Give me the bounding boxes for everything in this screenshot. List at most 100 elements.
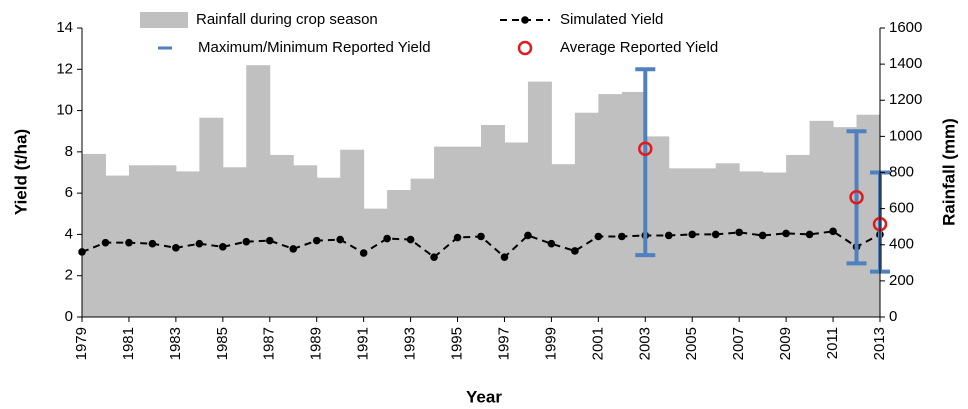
simulated-yield-point: [312, 236, 321, 245]
x-tick-label: 2013: [871, 327, 888, 360]
simulated-yield-point: [829, 227, 837, 236]
x-tick-label: 1995: [448, 327, 465, 360]
simulated-yield-point: [430, 253, 438, 261]
y-tick-label: 10: [56, 102, 73, 119]
legend-label: Rainfall during crop season: [196, 11, 378, 28]
rainfall-bar: [692, 168, 717, 317]
simulated-yield-point: [594, 232, 603, 241]
y-tick-label: 2: [65, 267, 73, 284]
rainfall-bar: [434, 146, 459, 317]
simulated-yield-point: [101, 238, 110, 247]
x-tick-label: 2009: [777, 327, 794, 360]
simulated-yield-point: [172, 244, 180, 252]
y2-tick-label: 600: [889, 200, 914, 217]
x-tick-label: 2001: [589, 327, 606, 360]
rainfall-bar: [128, 165, 153, 317]
rainfall-bar: [833, 127, 858, 317]
rainfall-bar: [551, 164, 576, 317]
simulated-yield-point: [219, 243, 227, 251]
simulated-yield-point: [618, 232, 626, 241]
simulated-yield-point: [735, 228, 743, 237]
legend-swatch: [517, 40, 533, 56]
simulated-yield-point: [782, 229, 790, 238]
rainfall-bar: [621, 91, 646, 317]
rainfall-bar: [856, 114, 880, 317]
rainfall-bar: [786, 154, 811, 317]
simulated-yield-point: [359, 249, 368, 257]
rainfall-bar: [269, 154, 294, 317]
x-tick-label: 1985: [214, 327, 231, 360]
simulated-yield-point: [758, 231, 767, 240]
y2-tick-label: 0: [889, 308, 897, 325]
rainfall-bar: [363, 208, 388, 317]
rainfall-bar: [410, 178, 435, 317]
y2-tick-label: 400: [889, 236, 914, 253]
simulated-yield-point: [805, 230, 814, 239]
rainfall-bar: [527, 81, 552, 317]
simulated-yield-point: [500, 253, 509, 261]
y-tick-label: 12: [56, 60, 73, 77]
rainfall-bar: [340, 149, 365, 317]
x-tick-label: 1993: [402, 327, 419, 360]
x-tick-label: 2005: [683, 327, 700, 360]
y2-tick-label: 800: [889, 163, 914, 180]
legend-label: Average Reported Yield: [560, 39, 718, 56]
y-tick-label: 4: [65, 225, 73, 242]
rainfall-bar: [457, 146, 482, 317]
x-tick-label: 1989: [308, 327, 325, 360]
x-tick-label: 1981: [120, 327, 137, 360]
rainfall-bar: [598, 94, 623, 317]
x-tick-label: 1991: [355, 327, 372, 360]
y2-tick-label: 1000: [889, 127, 922, 144]
rainfall-bar: [645, 136, 670, 317]
rainfall-bar: [175, 171, 200, 317]
rainfall-bar: [387, 190, 412, 317]
rainfall-bar: [762, 172, 787, 317]
x-tick-label: 2007: [730, 327, 747, 360]
simulated-yield-point: [125, 238, 133, 247]
rainfall-bar: [293, 165, 318, 317]
x-tick-label: 1997: [495, 327, 512, 360]
simulated-yield-point: [242, 237, 251, 246]
rainfall-bar: [574, 112, 599, 317]
x-tick-label: 2011: [824, 327, 841, 359]
x-tick-label: 1987: [261, 327, 278, 360]
rainfall-bar: [809, 120, 834, 317]
simulated-yield-point: [336, 235, 344, 244]
rainfall-bar: [316, 177, 341, 317]
rainfall-bar: [504, 142, 529, 317]
average-reported-yield: [638, 141, 653, 157]
x-tick-label: 1983: [167, 327, 184, 360]
y2-tick-label: 1200: [889, 91, 922, 108]
x-tick-label: 2003: [636, 327, 653, 360]
legend-label: Maximum/Minimum Reported Yield: [198, 39, 431, 56]
rainfall-bar: [246, 65, 271, 317]
y-tick-label: 0: [65, 308, 73, 325]
y2-tick-label: 1600: [889, 19, 922, 36]
simulated-yield-point: [289, 245, 298, 253]
x-axis-label: Year: [466, 387, 502, 406]
rainfall-bar: [715, 163, 740, 317]
y2-axis-label: Rainfall (mm): [939, 118, 958, 226]
rainfall-bar: [668, 168, 693, 317]
simulated-yield-point: [711, 230, 720, 239]
simulated-yield-point: [406, 235, 415, 244]
x-tick-label: 1979: [73, 327, 90, 360]
simulated-yield-point: [383, 234, 391, 243]
rainfall-bar: [105, 175, 130, 317]
x-tick-label: 1999: [542, 327, 559, 360]
rainfall-bar: [152, 165, 177, 317]
simulated-yield-point: [265, 236, 274, 245]
simulated-yield-point: [688, 230, 697, 239]
simulated-yield-point: [477, 232, 485, 241]
bar-layer: [82, 65, 880, 317]
average-reported-yield: [849, 190, 864, 205]
simulated-yield-point: [195, 239, 204, 248]
y2-tick-label: 1400: [889, 55, 922, 72]
rainfall-bar: [222, 167, 247, 317]
simulated-yield-point: [148, 239, 157, 248]
rainfall-bar: [739, 171, 764, 317]
y2-tick-label: 200: [889, 272, 914, 289]
rainfall-bar: [199, 117, 224, 317]
